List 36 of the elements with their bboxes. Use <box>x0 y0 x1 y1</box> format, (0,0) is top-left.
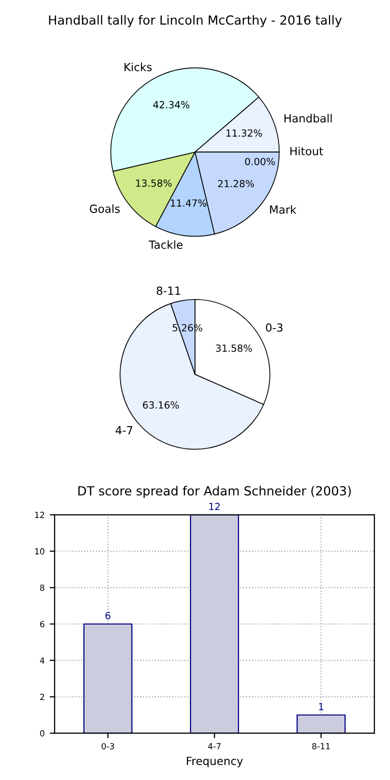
slice-label: Tackle <box>148 240 182 249</box>
y-tick-label: 6 <box>40 620 44 628</box>
data-label: 11.47% <box>170 199 206 207</box>
slice-label: Goals <box>90 204 120 213</box>
chart-title: Handball tally for Lincoln McCarthy - 2016 tally <box>49 15 342 28</box>
y-tick-label: 4 <box>40 657 44 664</box>
slice-label: 8-11 <box>156 286 180 295</box>
data-label: 63.16% <box>142 401 179 409</box>
x-axis-title: Frequency <box>186 756 243 768</box>
data-label: 13.58% <box>136 179 172 187</box>
text: 0.00% <box>245 158 275 166</box>
data-label: 1 <box>319 703 324 710</box>
y-tick-label: 12 <box>35 512 44 518</box>
slice-label: Handball <box>284 114 332 122</box>
data-label: 11.32% <box>226 129 262 137</box>
data-label: 21.28% <box>218 180 254 188</box>
data-label: 12 <box>209 502 220 510</box>
x-tick-label: 0-3 <box>102 743 114 750</box>
bar <box>83 623 132 734</box>
y-tick-label: 2 <box>40 694 44 700</box>
data-label: 31.58% <box>216 344 252 352</box>
y-tick-label: 0 <box>40 730 44 736</box>
chart-title: DT score spread for Adam Schneider (2003) <box>78 486 351 498</box>
x-tick-label: 4-7 <box>208 743 221 750</box>
y-tick-label: 10 <box>35 548 44 554</box>
y-tick-label: 8 <box>40 584 44 591</box>
x-tick-label: 8-11 <box>312 743 330 750</box>
slice-label: Kicks <box>124 62 152 72</box>
data-label: 42.34% <box>153 101 190 108</box>
bar <box>296 714 346 734</box>
slice-label: 0-3 <box>266 323 282 332</box>
slice-label: 4-7 <box>116 426 132 434</box>
data-label: 6 <box>105 612 110 620</box>
category-label: Hitout <box>290 146 324 156</box>
bar <box>190 514 240 734</box>
slice-label: Mark <box>270 205 296 214</box>
